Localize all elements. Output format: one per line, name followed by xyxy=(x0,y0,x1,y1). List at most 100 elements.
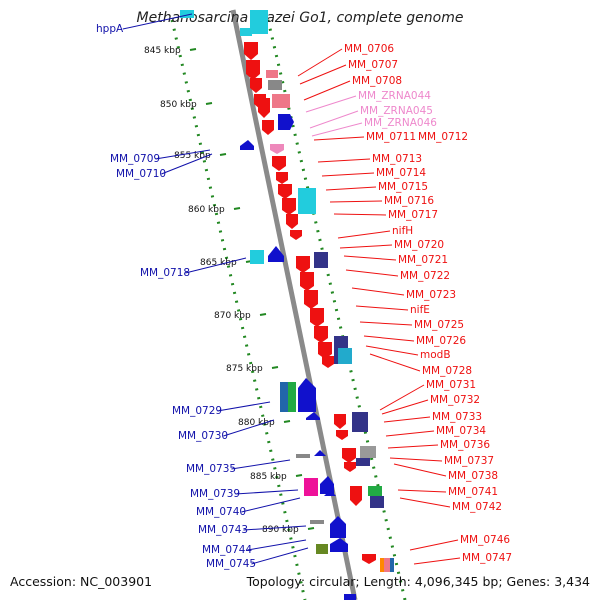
gene-block[interactable] xyxy=(268,80,282,90)
gene-arrow[interactable] xyxy=(304,290,318,309)
right-gene-label[interactable]: MM_0742 xyxy=(452,501,502,513)
gene-block[interactable] xyxy=(288,382,296,412)
gene-block[interactable] xyxy=(368,486,382,496)
gene-arrow[interactable] xyxy=(330,538,348,552)
gene-arrow[interactable] xyxy=(336,430,348,440)
right-gene-label[interactable]: MM_0723 xyxy=(406,289,456,301)
gene-arrow[interactable] xyxy=(306,412,320,420)
gene-arrow[interactable] xyxy=(322,356,334,368)
gene-arrow[interactable] xyxy=(296,256,310,273)
right-gene-label[interactable]: MM_0746 xyxy=(460,534,510,546)
gene-arrow[interactable] xyxy=(300,272,314,291)
right-gene-label[interactable]: MM_0731 xyxy=(426,379,476,391)
right-gene-label[interactable]: MM_0720 xyxy=(394,239,444,251)
right-gene-label[interactable]: MM_0741 xyxy=(448,486,498,498)
gene-arrow[interactable] xyxy=(324,490,336,496)
gene-arrow[interactable] xyxy=(330,516,346,538)
gene-block[interactable] xyxy=(338,348,352,364)
right-gene-label[interactable]: MM_0734 xyxy=(436,425,486,437)
gene-arrow[interactable] xyxy=(268,246,284,262)
right-gene-label[interactable]: MM_ZRNA044 xyxy=(358,90,431,102)
right-gene-label[interactable]: MM_0733 xyxy=(432,411,482,423)
right-gene-label[interactable]: MM_0736 xyxy=(440,439,490,451)
right-gene-label[interactable]: MM_0717 xyxy=(388,209,438,221)
right-gene-label[interactable]: MM_0747 xyxy=(462,552,512,564)
gene-arrow[interactable] xyxy=(362,554,376,564)
gene-arrow[interactable] xyxy=(272,156,286,171)
gene-block[interactable] xyxy=(390,558,394,572)
gene-block[interactable] xyxy=(310,520,324,524)
gene-block[interactable] xyxy=(296,454,310,458)
right-gene-label[interactable]: MM_0737 xyxy=(444,455,494,467)
right-gene-label[interactable]: MM_0725 xyxy=(414,319,464,331)
right-gene-label[interactable]: MM_0711 xyxy=(366,131,416,143)
gene-arrow[interactable] xyxy=(246,60,260,80)
gene-arrow[interactable] xyxy=(344,462,356,472)
right-gene-label[interactable]: modB xyxy=(420,349,451,361)
gene-block[interactable] xyxy=(314,252,328,268)
left-gene-label[interactable]: MM_0729 xyxy=(172,405,222,417)
right-gene-label[interactable]: MM_0715 xyxy=(378,181,428,193)
left-gene-label[interactable]: MM_0745 xyxy=(206,558,256,570)
right-gene-label[interactable]: MM_0712 xyxy=(418,131,468,143)
gene-arrow[interactable] xyxy=(278,184,292,199)
gene-arrow[interactable] xyxy=(314,450,326,456)
left-gene-label[interactable]: MM_0740 xyxy=(196,506,246,518)
left-gene-label[interactable]: MM_0739 xyxy=(190,488,240,500)
right-gene-label[interactable]: MM_0713 xyxy=(372,153,422,165)
gene-block[interactable] xyxy=(344,594,356,600)
left-gene-label[interactable]: MM_0735 xyxy=(186,463,236,475)
gene-block[interactable] xyxy=(280,382,288,412)
left-gene-label[interactable]: MM_0743 xyxy=(198,524,248,536)
gene-arrow[interactable] xyxy=(258,98,270,118)
gene-block[interactable] xyxy=(380,558,384,572)
gene-block[interactable] xyxy=(266,70,278,78)
right-gene-label[interactable]: MM_0738 xyxy=(448,470,498,482)
right-gene-label[interactable]: nifE xyxy=(410,304,430,316)
gene-block[interactable] xyxy=(298,188,316,214)
right-gene-label[interactable]: MM_0706 xyxy=(344,43,394,55)
left-gene-label[interactable]: MM_0710 xyxy=(116,168,166,180)
gene-arrow[interactable] xyxy=(298,378,316,412)
gene-arrow[interactable] xyxy=(244,144,254,150)
right-gene-label[interactable]: MM_0716 xyxy=(384,195,434,207)
gene-arrow[interactable] xyxy=(290,230,302,240)
gene-arrow[interactable] xyxy=(278,114,294,130)
left-gene-label[interactable]: MM_0709 xyxy=(110,153,160,165)
gene-arrow[interactable] xyxy=(318,342,332,359)
gene-block[interactable] xyxy=(180,10,194,18)
gene-arrow[interactable] xyxy=(286,214,298,229)
left-gene-label[interactable]: MM_0730 xyxy=(178,430,228,442)
right-gene-label[interactable]: MM_0726 xyxy=(416,335,466,347)
gene-block[interactable] xyxy=(250,10,268,34)
gene-arrow[interactable] xyxy=(350,486,362,506)
gene-block[interactable] xyxy=(360,446,376,458)
right-gene-label[interactable]: MM_ZRNA045 xyxy=(360,105,433,117)
right-gene-label[interactable]: MM_0732 xyxy=(430,394,480,406)
right-gene-label[interactable]: MM_0708 xyxy=(352,75,402,87)
gene-block[interactable] xyxy=(356,458,370,466)
left-gene-label[interactable]: MM_0718 xyxy=(140,267,190,279)
left-gene-label[interactable]: hppA xyxy=(96,23,124,35)
gene-arrow[interactable] xyxy=(276,172,288,184)
gene-arrow[interactable] xyxy=(282,198,296,215)
gene-block[interactable] xyxy=(352,412,368,432)
right-gene-label[interactable]: MM_ZRNA046 xyxy=(364,117,437,129)
gene-arrow[interactable] xyxy=(334,414,346,429)
right-gene-label[interactable]: nifH xyxy=(392,225,413,237)
gene-arrow[interactable] xyxy=(342,448,356,463)
gene-arrow[interactable] xyxy=(262,120,274,135)
gene-block[interactable] xyxy=(272,94,290,108)
left-gene-label[interactable]: MM_0744 xyxy=(202,544,252,556)
gene-arrow[interactable] xyxy=(310,308,324,327)
right-gene-label[interactable]: MM_0722 xyxy=(400,270,450,282)
gene-block[interactable] xyxy=(316,544,328,554)
right-gene-label[interactable]: MM_0728 xyxy=(422,365,472,377)
gene-block[interactable] xyxy=(384,558,390,572)
gene-arrow[interactable] xyxy=(250,78,262,93)
right-gene-label[interactable]: MM_0707 xyxy=(348,59,398,71)
gene-block[interactable] xyxy=(250,250,264,264)
gene-arrow[interactable] xyxy=(314,326,328,343)
right-gene-label[interactable]: MM_0721 xyxy=(398,254,448,266)
gene-block[interactable] xyxy=(304,478,318,496)
